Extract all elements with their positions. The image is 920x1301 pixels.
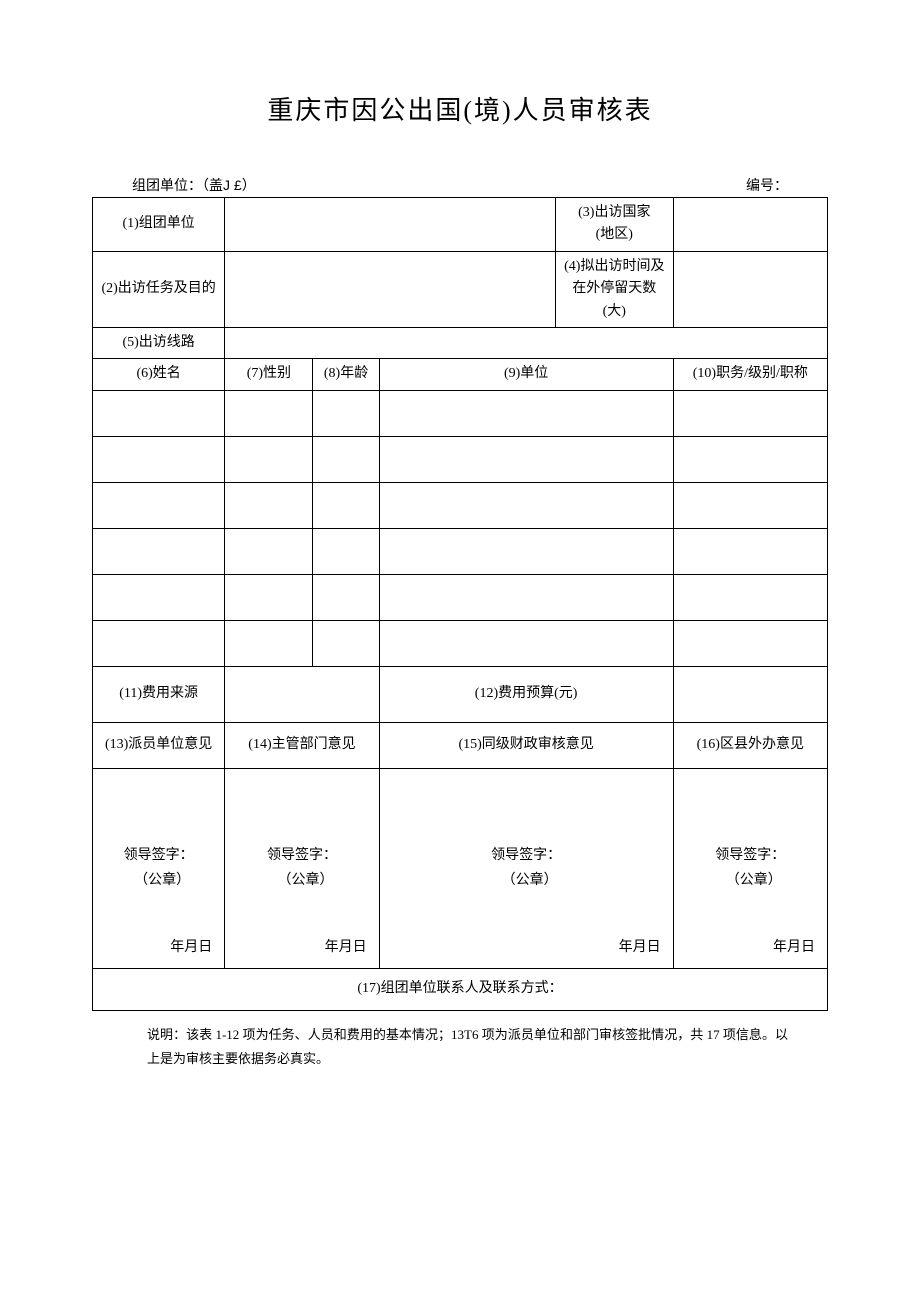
person-cell[interactable] xyxy=(379,528,673,574)
person-cell[interactable] xyxy=(225,574,313,620)
person-cell[interactable] xyxy=(225,436,313,482)
label-13: (13)派员单位意见 xyxy=(93,722,225,768)
sig-date: 年月日 xyxy=(619,937,661,959)
header-line: 组团单位：（盖J £） 编号： xyxy=(132,175,788,195)
sig-14[interactable]: 领导签字： （公章） 年月日 xyxy=(225,768,379,968)
sig-16[interactable]: 领导签字： （公章） 年月日 xyxy=(673,768,827,968)
field-5[interactable] xyxy=(225,327,828,358)
person-row[interactable] xyxy=(93,620,225,666)
org-suffix: ） xyxy=(242,179,256,194)
footnote: 说明：该表 1-12 项为任务、人员和费用的基本情况；13T6 项为派员单位和部… xyxy=(147,1023,788,1072)
label-14: (14)主管部门意见 xyxy=(225,722,379,768)
label-4: (4)拟出访时间及 在外停留天数 (大) xyxy=(556,251,674,327)
person-cell[interactable] xyxy=(673,482,827,528)
person-cell[interactable] xyxy=(313,436,379,482)
person-cell[interactable] xyxy=(225,620,313,666)
field-4[interactable] xyxy=(673,251,827,327)
label-6: (6)姓名 xyxy=(93,359,225,390)
person-row[interactable] xyxy=(93,482,225,528)
sig-seal-label: （公章） xyxy=(277,873,333,888)
org-prefix: 组团单位：（盖 xyxy=(132,179,223,194)
sig-date: 年月日 xyxy=(773,937,815,959)
sig-leader-label: 领导签字： xyxy=(715,848,785,863)
person-cell[interactable] xyxy=(379,574,673,620)
sig-leader-label: 领导签字： xyxy=(491,848,561,863)
label-5: (5)出访线路 xyxy=(93,327,225,358)
label-4c: (大) xyxy=(603,304,626,319)
person-cell[interactable] xyxy=(379,436,673,482)
label-3: (3)出访国家 (地区) xyxy=(556,198,674,252)
label-11: (11)费用来源 xyxy=(93,666,225,722)
sig-13[interactable]: 领导签字： （公章） 年月日 xyxy=(93,768,225,968)
person-cell[interactable] xyxy=(313,482,379,528)
label-9: (9)单位 xyxy=(379,359,673,390)
field-3[interactable] xyxy=(673,198,827,252)
person-cell[interactable] xyxy=(673,390,827,436)
org-unit-label: 组团单位：（盖J £） xyxy=(132,175,256,195)
person-row[interactable] xyxy=(93,528,225,574)
person-cell[interactable] xyxy=(379,482,673,528)
field-12[interactable] xyxy=(673,666,827,722)
person-row[interactable] xyxy=(93,390,225,436)
label-17[interactable]: (17)组团单位联系人及联系方式： xyxy=(93,968,828,1010)
person-cell[interactable] xyxy=(313,620,379,666)
label-16: (16)区县外办意见 xyxy=(673,722,827,768)
person-cell[interactable] xyxy=(225,482,313,528)
person-cell[interactable] xyxy=(673,436,827,482)
person-cell[interactable] xyxy=(313,574,379,620)
label-15: (15)同级财政审核意见 xyxy=(379,722,673,768)
sig-leader-label: 领导签字： xyxy=(267,848,337,863)
field-11[interactable] xyxy=(225,666,379,722)
person-cell[interactable] xyxy=(673,574,827,620)
sig-seal-label: （公章） xyxy=(502,873,558,888)
label-4a: (4)拟出访时间及 xyxy=(564,259,664,274)
person-cell[interactable] xyxy=(225,390,313,436)
sig-seal-label: （公章） xyxy=(726,873,782,888)
person-cell[interactable] xyxy=(379,620,673,666)
label-12: (12)费用预算(元) xyxy=(379,666,673,722)
person-cell[interactable] xyxy=(225,528,313,574)
person-cell[interactable] xyxy=(313,390,379,436)
page-title: 重庆市因公出国(境)人员审核表 xyxy=(92,90,828,127)
person-cell[interactable] xyxy=(313,528,379,574)
serial-label: 编号： xyxy=(746,175,788,195)
sig-leader-label: 领导签字： xyxy=(124,848,194,863)
label-8: (8)年龄 xyxy=(313,359,379,390)
person-cell[interactable] xyxy=(379,390,673,436)
org-symbol: J £ xyxy=(223,177,242,193)
label-10: (10)职务/级别/职称 xyxy=(673,359,827,390)
sig-15[interactable]: 领导签字： （公章） 年月日 xyxy=(379,768,673,968)
label-7: (7)性别 xyxy=(225,359,313,390)
person-cell[interactable] xyxy=(673,620,827,666)
label-3b: (地区) xyxy=(596,227,633,242)
sig-date: 年月日 xyxy=(170,937,212,959)
sig-seal-label: （公章） xyxy=(134,873,190,888)
label-2: (2)出访任务及目的 xyxy=(93,251,225,327)
field-1[interactable] xyxy=(225,198,556,252)
label-3a: (3)出访国家 xyxy=(578,205,650,220)
person-row[interactable] xyxy=(93,436,225,482)
person-cell[interactable] xyxy=(673,528,827,574)
sig-date: 年月日 xyxy=(325,937,367,959)
field-2[interactable] xyxy=(225,251,556,327)
label-4b: 在外停留天数 xyxy=(572,281,656,296)
review-form-table: (1)组团单位 (3)出访国家 (地区) (2)出访任务及目的 (4)拟出访时间… xyxy=(92,197,828,1011)
person-row[interactable] xyxy=(93,574,225,620)
label-1: (1)组团单位 xyxy=(93,198,225,252)
